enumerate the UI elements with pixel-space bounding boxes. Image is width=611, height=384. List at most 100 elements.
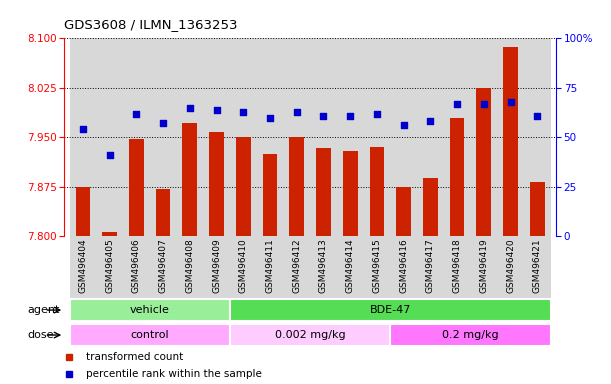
Bar xyxy=(477,88,491,236)
Text: dose: dose xyxy=(27,330,54,340)
Text: GSM496415: GSM496415 xyxy=(373,238,381,293)
Bar xyxy=(123,236,150,298)
Point xyxy=(292,109,302,115)
Bar xyxy=(97,38,123,236)
Text: GSM496405: GSM496405 xyxy=(105,238,114,293)
Text: BDE-47: BDE-47 xyxy=(370,305,411,315)
Text: GDS3608 / ILMN_1363253: GDS3608 / ILMN_1363253 xyxy=(64,18,238,31)
Point xyxy=(506,99,516,105)
Bar xyxy=(390,38,417,236)
Bar xyxy=(364,38,390,236)
Bar xyxy=(129,139,144,236)
Point xyxy=(265,114,275,121)
Bar xyxy=(102,232,117,236)
Text: GSM496418: GSM496418 xyxy=(453,238,461,293)
Bar xyxy=(230,38,257,236)
Bar xyxy=(524,38,551,236)
Point xyxy=(372,111,382,117)
Bar xyxy=(316,149,331,236)
Text: GSM496407: GSM496407 xyxy=(159,238,167,293)
Point xyxy=(238,109,248,115)
Bar xyxy=(177,236,203,298)
Bar xyxy=(70,299,230,321)
Bar xyxy=(284,236,310,298)
Text: 0.002 mg/kg: 0.002 mg/kg xyxy=(275,330,345,340)
Bar xyxy=(370,147,384,236)
Point xyxy=(78,126,88,132)
Bar xyxy=(230,299,551,321)
Bar xyxy=(503,47,518,236)
Text: control: control xyxy=(130,330,169,340)
Text: GSM496409: GSM496409 xyxy=(212,238,221,293)
Point xyxy=(345,113,355,119)
Bar xyxy=(177,38,203,236)
Bar xyxy=(337,236,364,298)
Bar xyxy=(230,236,257,298)
Text: agent: agent xyxy=(27,305,60,315)
Bar xyxy=(284,38,310,236)
Bar xyxy=(397,187,411,236)
Text: GSM496413: GSM496413 xyxy=(319,238,328,293)
Text: transformed count: transformed count xyxy=(86,352,183,362)
Bar xyxy=(203,38,230,236)
Text: GSM496404: GSM496404 xyxy=(78,238,87,293)
Bar xyxy=(444,236,470,298)
Bar xyxy=(230,324,390,346)
Bar xyxy=(444,38,470,236)
Bar xyxy=(257,38,284,236)
Point xyxy=(532,113,542,119)
Bar xyxy=(337,38,364,236)
Bar xyxy=(417,236,444,298)
Text: GSM496419: GSM496419 xyxy=(480,238,488,293)
Bar xyxy=(209,132,224,236)
Bar xyxy=(497,236,524,298)
Text: GSM496421: GSM496421 xyxy=(533,238,542,293)
Bar xyxy=(390,324,551,346)
Bar xyxy=(343,151,357,236)
Bar xyxy=(530,182,544,236)
Bar xyxy=(364,236,390,298)
Text: GSM496408: GSM496408 xyxy=(185,238,194,293)
Point xyxy=(479,101,489,107)
Bar xyxy=(97,236,123,298)
Bar xyxy=(70,324,230,346)
Text: percentile rank within the sample: percentile rank within the sample xyxy=(86,369,262,379)
Bar xyxy=(310,38,337,236)
Point xyxy=(425,118,435,124)
Bar xyxy=(423,178,437,236)
Point xyxy=(399,122,409,129)
Bar xyxy=(524,236,551,298)
Text: GSM496420: GSM496420 xyxy=(506,238,515,293)
Bar xyxy=(390,236,417,298)
Bar xyxy=(470,236,497,298)
Point xyxy=(104,152,114,158)
Bar xyxy=(263,154,277,236)
Bar xyxy=(183,123,197,236)
Bar xyxy=(257,236,284,298)
Text: GSM496412: GSM496412 xyxy=(292,238,301,293)
Point xyxy=(211,106,221,113)
Bar xyxy=(123,38,150,236)
Text: GSM496411: GSM496411 xyxy=(266,238,274,293)
Bar xyxy=(150,236,177,298)
Bar xyxy=(156,189,170,236)
Bar xyxy=(417,38,444,236)
Text: GSM496414: GSM496414 xyxy=(346,238,354,293)
Text: vehicle: vehicle xyxy=(130,305,170,315)
Point xyxy=(318,113,328,119)
Bar xyxy=(70,38,97,236)
Point xyxy=(185,104,195,111)
Bar xyxy=(450,118,464,236)
Bar xyxy=(150,38,177,236)
Bar xyxy=(70,236,97,298)
Text: 0.2 mg/kg: 0.2 mg/kg xyxy=(442,330,499,340)
Bar xyxy=(497,38,524,236)
Text: GSM496417: GSM496417 xyxy=(426,238,435,293)
Bar xyxy=(236,137,251,236)
Bar xyxy=(290,137,304,236)
Point xyxy=(131,111,141,117)
Point xyxy=(158,120,168,126)
Text: GSM496416: GSM496416 xyxy=(399,238,408,293)
Bar xyxy=(203,236,230,298)
Point xyxy=(452,101,462,107)
